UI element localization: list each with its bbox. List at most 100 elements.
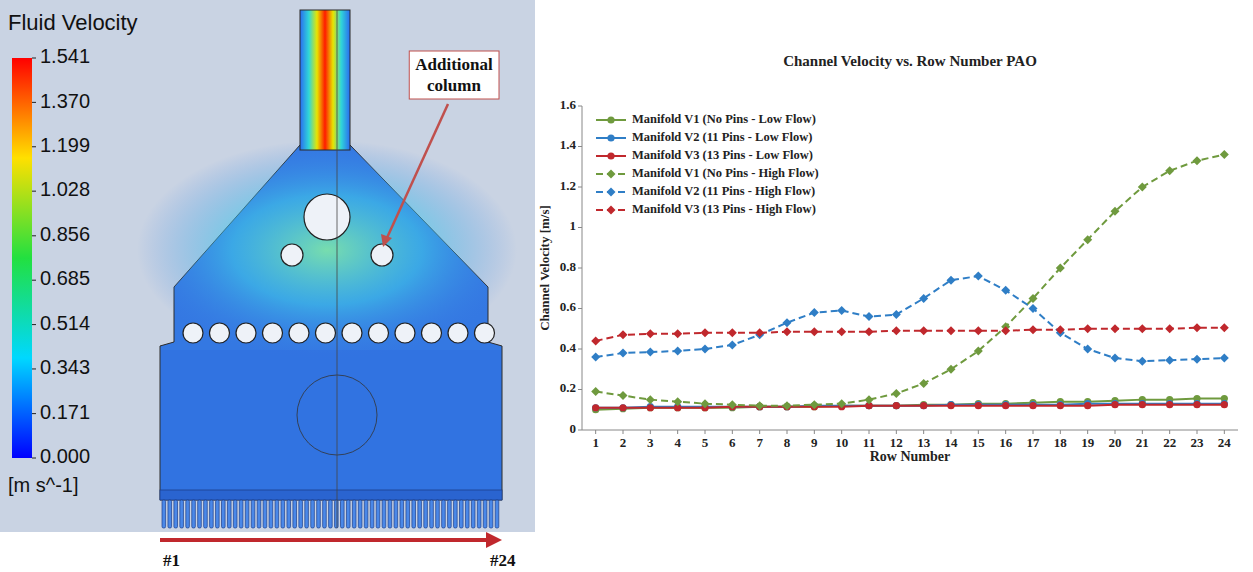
marker bbox=[1056, 325, 1065, 334]
marker bbox=[1029, 325, 1038, 334]
x-tick bbox=[814, 430, 815, 434]
channel bbox=[168, 500, 172, 528]
marker bbox=[673, 329, 682, 338]
colorbar-tick bbox=[32, 146, 36, 147]
y-tick bbox=[578, 268, 582, 269]
marker bbox=[1221, 401, 1228, 408]
y-tick-label: 1.4 bbox=[560, 137, 577, 152]
marker bbox=[1001, 326, 1010, 335]
symmetry-line bbox=[337, 10, 338, 528]
marker bbox=[1220, 150, 1229, 159]
y-axis-title: Channel Velocity [m/s] bbox=[537, 205, 552, 331]
colorbar-tick-label: 1.541 bbox=[40, 45, 90, 67]
channel bbox=[192, 500, 196, 528]
marker bbox=[783, 401, 792, 410]
marker bbox=[919, 379, 928, 388]
channel bbox=[329, 500, 333, 528]
channel bbox=[180, 500, 184, 528]
marker bbox=[728, 340, 737, 349]
x-tick-label: 19 bbox=[1081, 435, 1095, 450]
marker bbox=[1220, 354, 1229, 363]
marker bbox=[673, 397, 682, 406]
annotation-arrow bbox=[386, 104, 448, 240]
x-tick bbox=[677, 430, 678, 434]
series-line bbox=[596, 155, 1225, 406]
pin bbox=[316, 323, 336, 343]
marker bbox=[1165, 324, 1174, 333]
annotation-line: Additional bbox=[415, 55, 493, 74]
channel bbox=[311, 500, 315, 528]
x-tick-label: 21 bbox=[1136, 435, 1149, 450]
marker bbox=[974, 272, 983, 281]
x-tick bbox=[1060, 430, 1061, 434]
colorbar-tick-label: 0.685 bbox=[40, 267, 90, 289]
channel bbox=[358, 500, 362, 528]
colorbar-tick bbox=[32, 324, 36, 325]
marker bbox=[947, 402, 954, 409]
plot-area bbox=[591, 150, 1229, 413]
x-tick bbox=[787, 430, 788, 434]
channel bbox=[251, 500, 255, 528]
marker bbox=[1111, 207, 1120, 216]
marker bbox=[647, 404, 654, 411]
x-tick-label: 20 bbox=[1109, 435, 1122, 450]
channel bbox=[293, 500, 297, 528]
marker bbox=[919, 294, 928, 303]
x-tick bbox=[1005, 430, 1006, 434]
channel bbox=[346, 500, 350, 528]
marker bbox=[893, 402, 900, 409]
x-tick-label: 9 bbox=[811, 435, 818, 450]
marker bbox=[1111, 324, 1120, 333]
pin bbox=[395, 323, 415, 343]
x-tick bbox=[923, 430, 924, 434]
marker bbox=[1029, 402, 1036, 409]
channel bbox=[275, 500, 279, 528]
channel bbox=[412, 500, 416, 528]
row-label: #1 bbox=[163, 551, 180, 570]
marker bbox=[592, 404, 599, 411]
y-tick-label: 1.6 bbox=[560, 97, 577, 112]
x-tick bbox=[1087, 430, 1088, 434]
marker bbox=[607, 116, 614, 123]
x-axis-title: Row Number bbox=[870, 449, 951, 464]
row-label: #24 bbox=[490, 551, 516, 570]
marker bbox=[701, 328, 710, 337]
marker bbox=[591, 336, 600, 345]
x-tick bbox=[623, 430, 624, 434]
y-tick bbox=[578, 227, 582, 228]
channel bbox=[186, 500, 190, 528]
pin bbox=[371, 244, 393, 266]
channel bbox=[305, 500, 309, 528]
marker bbox=[1029, 304, 1038, 313]
channel-header bbox=[160, 490, 502, 500]
marker bbox=[1056, 264, 1065, 273]
marker bbox=[1138, 324, 1147, 333]
marker bbox=[728, 328, 737, 337]
channel bbox=[239, 500, 243, 528]
marker bbox=[646, 329, 655, 338]
channel bbox=[269, 500, 273, 528]
channel bbox=[174, 500, 178, 528]
pin bbox=[236, 323, 256, 343]
colorbar-tick-label: 1.370 bbox=[40, 90, 90, 112]
annotation-box bbox=[409, 51, 499, 99]
marker bbox=[1138, 183, 1147, 192]
marker bbox=[607, 188, 616, 197]
marker bbox=[892, 389, 901, 398]
series-line bbox=[596, 404, 1225, 408]
annotation: Additionalcolumn bbox=[415, 55, 493, 95]
x-tick bbox=[1115, 430, 1116, 434]
x-tick bbox=[1033, 430, 1034, 434]
y-tick bbox=[578, 106, 582, 107]
x-tick-label: 22 bbox=[1163, 435, 1176, 450]
marker bbox=[728, 400, 737, 409]
marker bbox=[607, 134, 614, 141]
x-tick-label: 6 bbox=[729, 435, 736, 450]
x-tick-label: 3 bbox=[647, 435, 654, 450]
pin bbox=[304, 194, 350, 240]
marker bbox=[837, 306, 846, 315]
x-tick-label: 23 bbox=[1191, 435, 1205, 450]
marker bbox=[783, 318, 792, 327]
pin bbox=[289, 323, 309, 343]
marker bbox=[892, 326, 901, 335]
